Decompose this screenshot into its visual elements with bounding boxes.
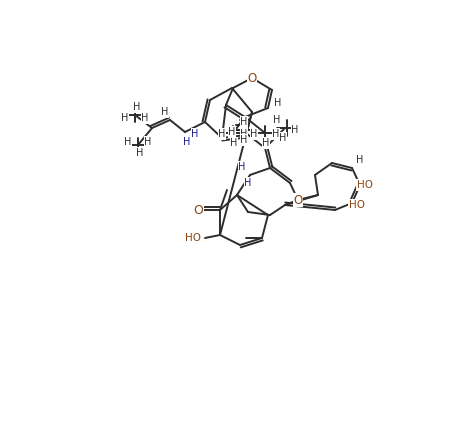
Text: O: O bbox=[193, 203, 203, 217]
Text: H: H bbox=[141, 113, 149, 123]
Text: H: H bbox=[272, 129, 280, 139]
Text: H: H bbox=[183, 137, 191, 147]
Text: H: H bbox=[144, 137, 152, 147]
Text: H: H bbox=[250, 129, 258, 139]
Text: H: H bbox=[262, 138, 270, 148]
Text: O: O bbox=[248, 71, 256, 85]
Text: H: H bbox=[124, 137, 132, 147]
Text: H: H bbox=[218, 129, 226, 139]
Text: H: H bbox=[274, 98, 282, 108]
Text: H: H bbox=[279, 133, 287, 143]
Text: H: H bbox=[136, 148, 144, 158]
Text: H: H bbox=[122, 113, 129, 123]
Text: H: H bbox=[240, 135, 248, 145]
Text: O: O bbox=[293, 194, 302, 206]
Text: H: H bbox=[230, 138, 238, 148]
Text: HO: HO bbox=[349, 200, 365, 210]
Text: H: H bbox=[191, 129, 199, 139]
Text: H: H bbox=[356, 155, 364, 165]
Text: H: H bbox=[240, 129, 248, 139]
Text: H: H bbox=[273, 115, 281, 125]
Text: H: H bbox=[228, 127, 236, 137]
Text: H: H bbox=[133, 102, 141, 112]
Text: H: H bbox=[240, 117, 248, 127]
Text: H: H bbox=[244, 178, 252, 188]
Text: HO: HO bbox=[185, 233, 201, 243]
Text: H: H bbox=[238, 162, 246, 172]
Text: H: H bbox=[291, 125, 299, 135]
Text: HO: HO bbox=[357, 180, 373, 190]
Text: H: H bbox=[161, 107, 169, 117]
